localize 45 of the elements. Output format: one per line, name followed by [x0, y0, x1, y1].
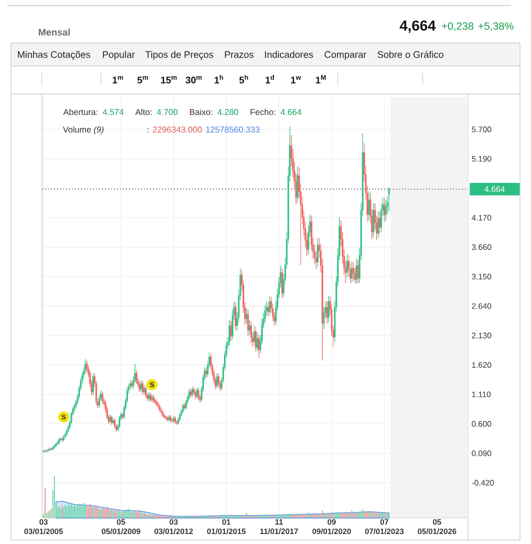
- text: 5$^{h}$: [239, 74, 248, 84]
- text: Popular: [102, 50, 135, 60]
- y-tick-label: 5.190: [472, 156, 492, 162]
- text: Prazos: [224, 51, 254, 58]
- text: 1$^{d}$: [266, 74, 274, 84]
- annotation: Fecho:: [250, 108, 276, 116]
- y-tick-label: 4.170: [472, 214, 492, 221]
- y-tick-label: -0.420: [472, 480, 494, 486]
- y-tick-label: 0.600: [472, 421, 492, 427]
- text: 5$^{m}$: [137, 76, 148, 84]
- annotation: 4.280: [218, 109, 238, 116]
- text: 15$^{m}$: [161, 76, 177, 84]
- text: Comparar: [324, 51, 366, 60]
- text: +0,238: [442, 22, 474, 32]
- y-tick-label: 3.660: [472, 244, 492, 250]
- y-tick-label: 2.130: [472, 332, 492, 338]
- text: 30$^{m}$: [186, 76, 202, 84]
- annotation: Abertura:: [63, 108, 98, 116]
- ref-line-label: 4.664: [484, 186, 505, 192]
- text: Tipos de Preços: [145, 50, 214, 60]
- y-tick-label: 3.150: [472, 274, 492, 280]
- text: Sobre o Gráfico: [378, 50, 444, 58]
- annotation: 4.700: [156, 109, 178, 116]
- annotation: 4.574: [102, 109, 124, 116]
- text: 4,664: [400, 20, 436, 33]
- chart-subtitle: Mensal: [38, 28, 70, 36]
- y-tick-label: 1.620: [472, 362, 492, 368]
- text: +5,38%: [478, 22, 514, 32]
- annotation: Baixo:: [190, 108, 212, 116]
- annotation: 12578560.333: [206, 126, 260, 133]
- text: 1$^{h}$: [214, 74, 224, 84]
- annotation: 2296343.000: [152, 126, 202, 133]
- text: Minhas Cotações: [18, 50, 90, 60]
- text: 1$^{M}$: [316, 75, 326, 84]
- y-tick-label: 0.090: [472, 450, 492, 456]
- text: 1$^{m}$: [112, 76, 123, 84]
- y-tick-label: 1.110: [472, 392, 491, 398]
- y-tick-label: 5.700: [472, 126, 492, 132]
- annotation: :: [147, 128, 148, 132]
- text: Indicadores: [265, 50, 313, 58]
- text: 1$^{w}$: [291, 76, 301, 84]
- annotation: Volume (9): [62, 126, 104, 134]
- annotation: Alto:: [135, 108, 152, 116]
- y-tick-label: 2.640: [472, 303, 492, 309]
- annotation: 4.664: [280, 109, 302, 116]
